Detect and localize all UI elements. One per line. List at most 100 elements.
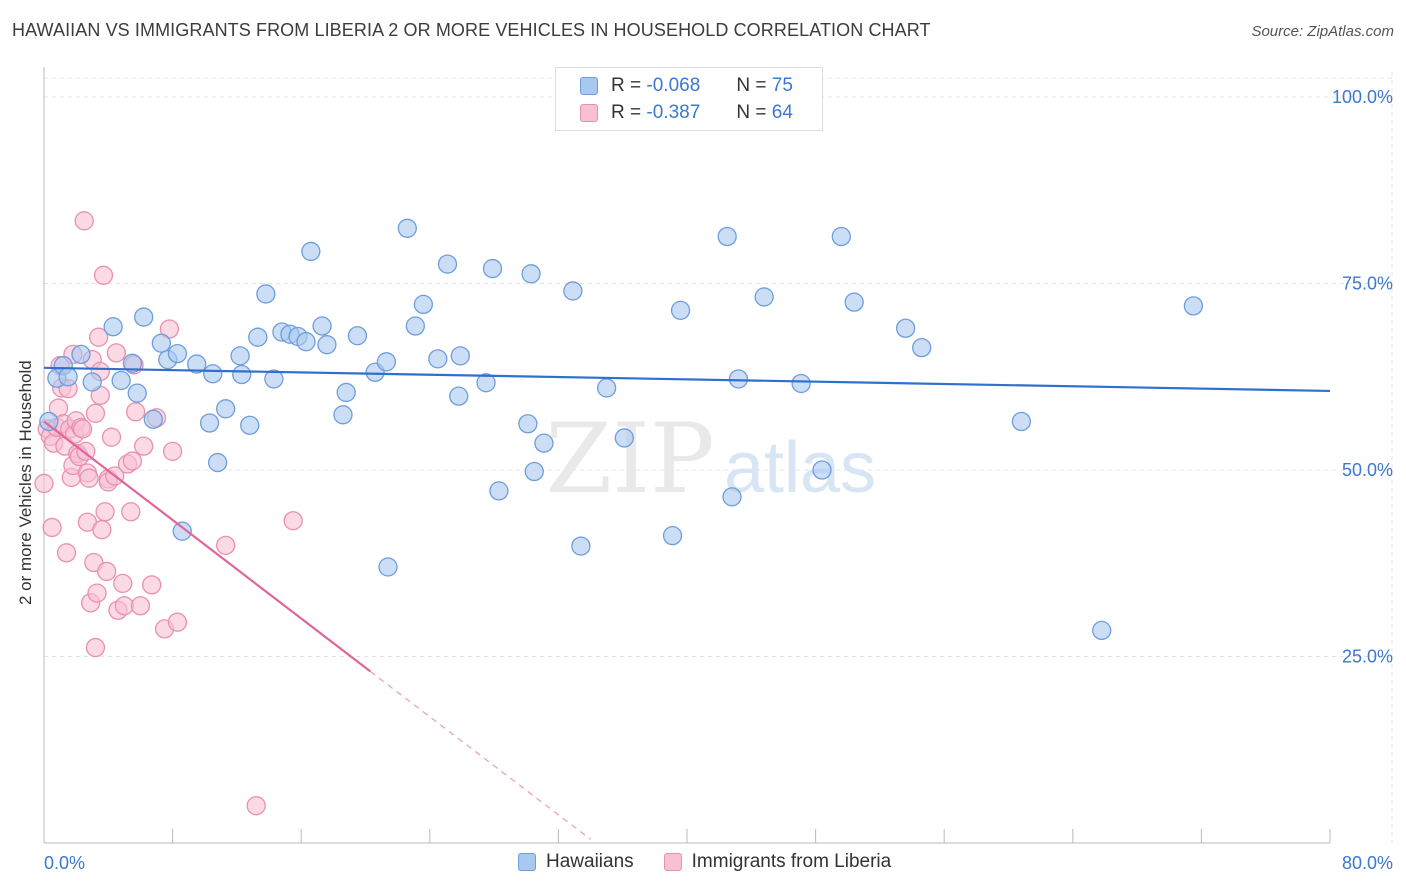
point-hawaiians <box>317 335 337 355</box>
point-hawaiians <box>450 346 470 366</box>
point-hawaiians <box>912 338 932 358</box>
point-liberia <box>92 520 112 540</box>
legend-n-value: 75 <box>771 75 793 96</box>
axes <box>43 67 1331 844</box>
x-tick-label-min: 0.0% <box>44 853 85 873</box>
legend-item-liberia[interactable]: Immigrants from Liberia <box>663 851 892 873</box>
watermark: ZIP atlas <box>545 403 876 515</box>
legend-swatch-hawaiians <box>580 77 598 95</box>
legend-n-label: N = <box>736 75 767 96</box>
point-hawaiians <box>662 525 683 546</box>
point-hawaiians <box>347 326 368 346</box>
watermark-zip: ZIP <box>545 403 714 515</box>
point-hawaiians <box>111 370 131 391</box>
point-liberia <box>72 419 93 439</box>
trend-line-liberia-extension <box>369 670 591 840</box>
point-hawaiians <box>248 327 268 347</box>
point-hawaiians <box>199 413 220 433</box>
point-hawaiians <box>449 386 469 406</box>
y-tick-label: 100.0% <box>1332 87 1393 107</box>
watermark-atlas: atlas <box>724 428 876 508</box>
point-liberia <box>162 441 183 462</box>
point-hawaiians <box>167 343 188 364</box>
point-hawaiians <box>122 353 143 373</box>
y-tick-label: 50.0% <box>1342 460 1393 480</box>
legend-swatch-hawaiians <box>518 853 536 871</box>
trend-lines <box>43 366 1331 840</box>
data-points <box>34 211 1204 816</box>
legend-r-value: -0.068 <box>646 75 701 96</box>
point-liberia <box>74 211 94 231</box>
legend-row-liberia: R = -0.387 N = 64 <box>580 101 793 125</box>
point-hawaiians <box>482 258 503 279</box>
point-hawaiians <box>670 300 691 321</box>
point-liberia <box>130 596 151 616</box>
point-hawaiians <box>831 226 851 247</box>
point-hawaiians <box>518 414 538 434</box>
point-hawaiians <box>264 369 284 389</box>
tick-labels: 25.0% 50.0% 75.0% 100.0% 0.0% 80.0% <box>44 87 1393 873</box>
point-hawaiians <box>240 415 260 435</box>
legend-label-hawaiians: Hawaiians <box>546 851 634 872</box>
point-liberia <box>121 502 141 522</box>
point-hawaiians <box>1183 296 1204 316</box>
point-liberia <box>97 561 117 582</box>
point-hawaiians <box>187 354 207 374</box>
trend-line-liberia <box>43 420 371 673</box>
point-hawaiians <box>717 226 737 247</box>
point-liberia <box>122 451 143 471</box>
point-hawaiians <box>524 461 544 482</box>
legend-swatch-liberia <box>663 853 682 871</box>
point-hawaiians <box>428 349 448 369</box>
point-hawaiians <box>312 316 332 336</box>
stats-legend: R = -0.068 N = 75 R = -0.387 N = 64 <box>555 67 823 131</box>
point-hawaiians <box>521 264 541 284</box>
point-hawaiians <box>151 333 171 353</box>
point-hawaiians <box>203 364 223 384</box>
point-liberia <box>101 427 122 447</box>
point-hawaiians <box>476 373 496 393</box>
point-hawaiians <box>1092 620 1112 641</box>
point-hawaiians <box>791 373 811 394</box>
point-hawaiians <box>215 399 236 419</box>
point-hawaiians <box>563 281 583 301</box>
point-liberia <box>106 343 126 363</box>
point-hawaiians <box>143 409 163 429</box>
point-hawaiians <box>614 428 634 448</box>
point-hawaiians <box>230 346 250 366</box>
point-liberia <box>283 511 303 531</box>
point-liberia <box>56 543 77 563</box>
point-hawaiians <box>489 481 509 501</box>
point-liberia <box>34 473 54 494</box>
point-liberia <box>89 327 109 347</box>
point-hawaiians <box>895 318 916 338</box>
legend-item-hawaiians[interactable]: Hawaiians <box>518 851 634 873</box>
point-hawaiians <box>378 557 398 577</box>
point-hawaiians <box>376 352 397 372</box>
legend-label-liberia: Immigrants from Liberia <box>691 851 892 872</box>
point-hawaiians <box>103 317 123 337</box>
point-liberia <box>87 583 107 603</box>
point-liberia <box>134 436 154 456</box>
point-liberia <box>167 612 188 632</box>
point-hawaiians <box>71 344 91 365</box>
point-hawaiians <box>127 383 147 403</box>
source-label: Source: ZipAtlas.com <box>1251 23 1394 40</box>
y-tick-label: 75.0% <box>1342 274 1393 294</box>
legend-row-hawaiians: R = -0.068 N = 75 <box>580 74 793 98</box>
point-liberia <box>246 796 266 816</box>
point-hawaiians <box>405 316 425 336</box>
point-liberia <box>85 403 106 423</box>
x-tick-label-max: 80.0% <box>1342 853 1393 873</box>
point-hawaiians <box>58 367 78 387</box>
point-hawaiians <box>413 294 434 315</box>
chart-title: HAWAIIAN VS IMMIGRANTS FROM LIBERIA 2 OR… <box>12 20 931 40</box>
point-liberia <box>142 575 162 595</box>
point-liberia <box>95 502 115 522</box>
point-liberia <box>114 596 135 616</box>
point-hawaiians <box>534 433 554 453</box>
point-hawaiians <box>207 452 228 473</box>
legend-r-label: R = <box>611 102 642 123</box>
point-liberia <box>113 573 133 594</box>
